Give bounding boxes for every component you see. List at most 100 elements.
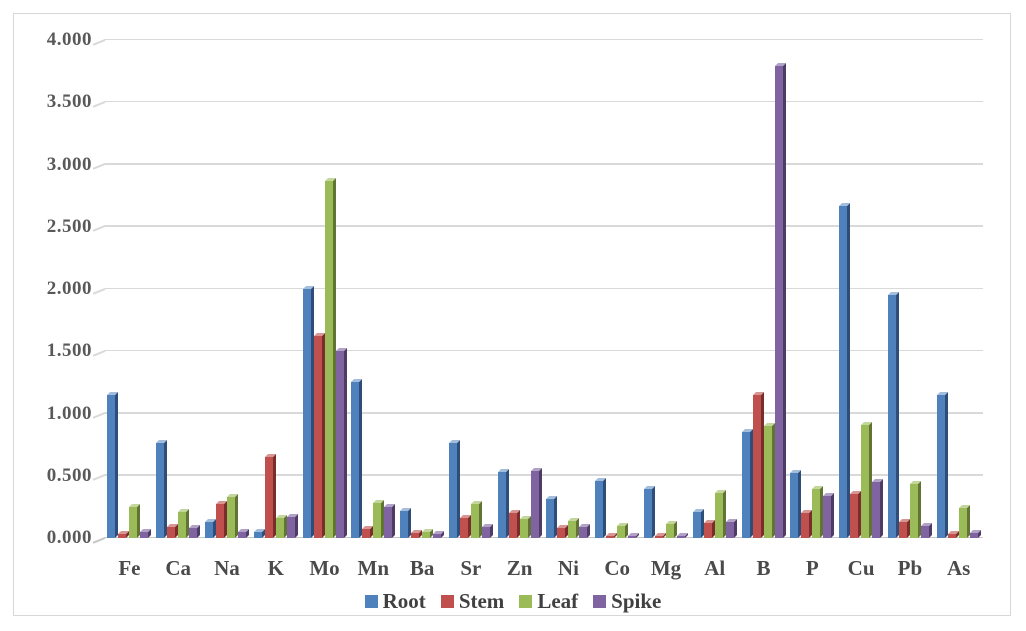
bar-group-zn: [495, 40, 544, 538]
bar-stem-pb: [898, 518, 910, 538]
x-tick-label: P: [805, 556, 819, 580]
gridline: [105, 349, 983, 352]
bar-group-cu: [837, 40, 886, 538]
x-tick-label: Pb: [897, 556, 923, 580]
bar-group-fe: [105, 40, 154, 538]
bar-root-ba: [400, 507, 412, 538]
x-tick-label: Ca: [165, 556, 191, 580]
bar-root-al: [692, 508, 704, 538]
x-tick-label: Ba: [409, 556, 435, 580]
bar-spike-ni: [579, 523, 591, 538]
bar-spike-al: [725, 518, 737, 538]
x-tick-label: K: [267, 556, 284, 580]
legend-label: Root: [382, 589, 426, 613]
bar-root-ni: [546, 496, 558, 538]
bar-root-na: [204, 518, 216, 538]
bar-stem-mn: [362, 526, 374, 538]
bar-spike-p: [823, 492, 835, 538]
bar-group-b: [739, 40, 788, 538]
bar-leaf-pb: [909, 481, 921, 538]
gridline: [105, 287, 983, 289]
bar-group-as: [934, 40, 983, 538]
bar-leaf-al: [714, 490, 726, 538]
bar-groups: [105, 40, 983, 538]
bar-stem-p: [801, 510, 813, 538]
bar-spike-mg: [676, 532, 688, 538]
bar-root-sr: [448, 440, 460, 538]
bar-stem-sr: [459, 515, 471, 538]
bar-leaf-sr: [470, 501, 482, 538]
bar-stem-as: [947, 531, 959, 538]
bar-spike-zn: [530, 467, 542, 538]
gridline: [105, 412, 983, 414]
bar-stem-ni: [557, 525, 569, 538]
bar-root-zn: [497, 469, 509, 538]
x-axis-labels: Fe Ca Na K Mo Mn Ba Sr Zn Ni Co Mg Al B P Cu Pb As: [105, 556, 983, 581]
gridline: [105, 163, 983, 165]
x-tick-label: Mg: [650, 556, 682, 580]
y-tick-label: 0.000: [46, 527, 92, 548]
x-tick-label: Sr: [460, 556, 482, 580]
bar-group-ca: [154, 40, 203, 538]
legend-item-root: Root: [364, 589, 426, 613]
bar-spike-mn: [384, 503, 396, 538]
bar-group-na: [203, 40, 252, 538]
bar-stem-ba: [411, 530, 423, 538]
bar-root-ca: [156, 440, 168, 538]
y-axis-labels: 0.000 0.500 1.000 1.500 2.000 2.500 3.000 3.500…: [0, 30, 92, 548]
plot-area: [105, 38, 983, 538]
bar-spike-cu: [872, 478, 884, 538]
legend-swatch-icon: [364, 594, 378, 608]
bar-group-p: [788, 40, 837, 538]
bar-spike-ca: [189, 525, 201, 538]
y-tick-label: 0.500: [46, 464, 92, 486]
y-tick-label: 4.000: [46, 29, 92, 50]
bar-spike-na: [237, 528, 249, 538]
bar-root-b: [741, 429, 753, 538]
bar-root-co: [595, 477, 607, 538]
legend-item-spike: Spike: [593, 589, 661, 613]
bar-root-as: [936, 391, 948, 538]
bar-root-mn: [351, 379, 363, 538]
x-tick-label: As: [947, 556, 971, 580]
legend-item-stem: Stem: [440, 589, 504, 613]
x-tick-label: Zn: [506, 556, 533, 580]
bar-spike-sr: [481, 523, 493, 538]
gridline: [105, 536, 983, 538]
bar-leaf-as: [958, 505, 970, 538]
bar-group-mg: [642, 40, 691, 538]
x-tick-label: Mn: [357, 556, 390, 580]
legend-swatch-icon: [519, 594, 533, 608]
bar-root-p: [790, 470, 802, 538]
bar-group-ba: [398, 40, 447, 538]
bar-spike-fe: [140, 528, 152, 538]
bar-leaf-ni: [568, 517, 580, 538]
bar-group-co: [593, 40, 642, 538]
bar-leaf-k: [275, 515, 287, 538]
bar-leaf-mg: [665, 521, 677, 538]
bar-stem-zn: [508, 510, 520, 538]
bar-root-k: [253, 528, 265, 538]
legend-item-leaf: Leaf: [519, 589, 578, 613]
bar-spike-co: [628, 532, 640, 538]
y-tick-label: 3.500: [46, 91, 92, 113]
bar-leaf-fe: [129, 503, 141, 538]
x-tick-label: Fe: [118, 556, 141, 580]
bar-spike-as: [969, 530, 981, 538]
legend-label: Leaf: [537, 589, 579, 613]
bar-spike-b: [774, 63, 786, 538]
bar-group-sr: [446, 40, 495, 538]
bar-group-pb: [886, 40, 935, 538]
bar-leaf-p: [812, 486, 824, 538]
y-tick-label: 3.000: [46, 153, 92, 175]
bar-stem-co: [606, 532, 618, 538]
x-tick-label: Al: [704, 556, 726, 580]
bar-group-mn: [349, 40, 398, 538]
bar-spike-ba: [433, 531, 445, 538]
bar-root-cu: [839, 202, 851, 538]
x-tick-label: Co: [604, 556, 631, 580]
gridline: [105, 474, 983, 476]
legend-swatch-icon: [593, 594, 607, 608]
x-tick-label: B: [756, 556, 771, 580]
